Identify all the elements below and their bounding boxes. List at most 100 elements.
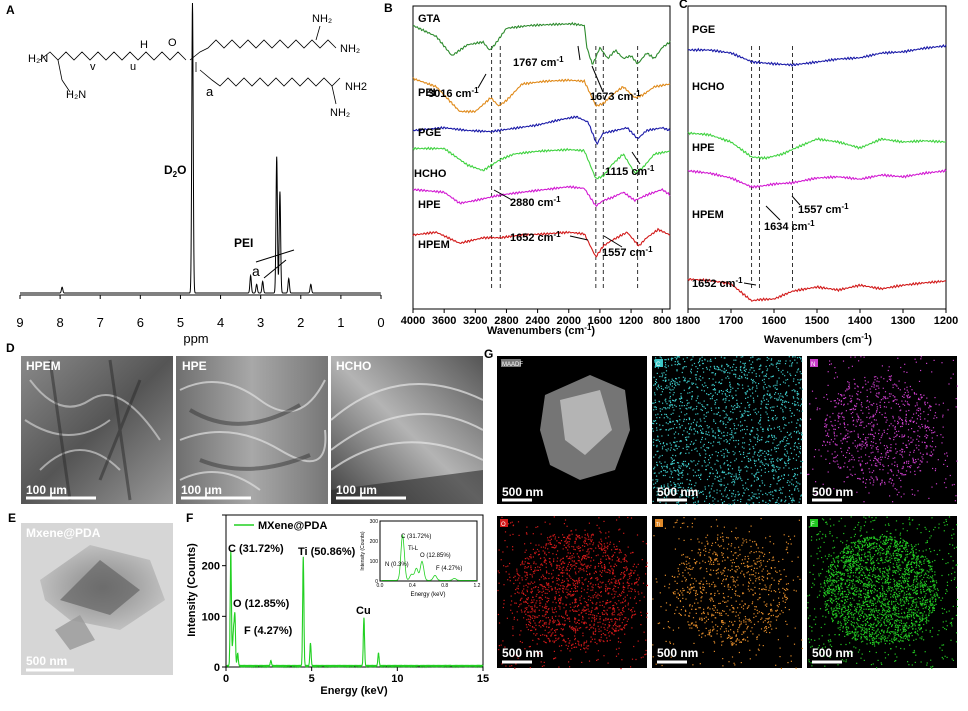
ftir-tick-label: 1400 <box>848 315 872 327</box>
sem-image-hcho: HCHO 100 µm <box>330 356 484 504</box>
structure-v: v <box>90 61 96 73</box>
ann-c-1634: 1634 cm-1 <box>764 219 815 233</box>
sem-label-hcho: HCHO <box>336 359 371 373</box>
eds-x-label: Energy (keV) <box>320 685 388 697</box>
map-tag-f: F <box>811 522 815 528</box>
map-tag-maadf: MAADF <box>502 362 523 368</box>
ann-1557: 1557 cm-1 <box>602 245 653 259</box>
eds-inset-y-label: Intensity (Counts) <box>360 531 366 571</box>
ftir-tick-label: 800 <box>653 315 671 327</box>
eds-inset-y-tick-label: 300 <box>370 519 379 525</box>
nmr-spectrum-line <box>20 2 381 294</box>
nmr-arrow-line-2 <box>263 259 287 279</box>
arrow-1557 <box>603 235 623 248</box>
ftir-c-label-hcho: HCHO <box>692 81 725 93</box>
panel-label-f: F <box>186 511 193 525</box>
nmr-tick-label: 8 <box>56 315 63 330</box>
eds-label-ti: Ti (50.86%) <box>298 546 356 558</box>
panel-a-nmr: H₂N H₂N NH₂ NH2 NH₂ NH₂ v u H O a 9 8 7 6 5 4… <box>16 2 385 346</box>
nmr-tick-label: 9 <box>16 315 23 330</box>
map-c <box>652 356 804 506</box>
arrow-c-1652 <box>743 282 757 286</box>
panel-d-sem: HPEM 100 µm HPE 100 µm HCHO 100 µm <box>21 356 484 504</box>
eds-inset-x-tick-label: 0.4 <box>409 583 416 589</box>
ftir-c-label-hpe: HPE <box>692 142 715 154</box>
ftir-tick-label: 2000 <box>557 315 581 327</box>
nmr-tick-label: 3 <box>257 315 264 330</box>
panel-label-c: C <box>679 0 688 11</box>
ftir-series-hcho <box>687 131 947 160</box>
eds-inset-label-n: N (0.3%) <box>385 562 409 568</box>
panel-label-a: A <box>6 3 15 17</box>
panel-label-d: D <box>6 341 15 355</box>
nmr-x-ticks: 9 8 7 6 5 4 3 2 1 0 <box>16 295 385 330</box>
map-scale-o: 500 nm <box>502 646 543 660</box>
ftir-b-frame <box>412 5 671 310</box>
eds-legend-label: MXene@PDA <box>258 520 327 532</box>
eds-x-tick-label: 5 <box>309 673 315 685</box>
map-tag-c: C <box>656 362 661 368</box>
ftir-tick-label: 1600 <box>588 315 612 327</box>
ftir-tick-label: 1200 <box>619 315 643 327</box>
ftir-c-dashed-lines <box>751 46 793 289</box>
map-tag-n: N <box>811 362 815 368</box>
map-scale-maadf: 500 nm <box>502 485 543 499</box>
ftir-tick-label: 1200 <box>934 315 958 327</box>
map-scale-ti: 500 nm <box>657 646 698 660</box>
eds-ticks: 0 5 10 15 0 100 200 <box>202 514 489 685</box>
nmr-arrow-line <box>255 249 295 263</box>
eds-plot <box>226 551 484 669</box>
ftir-b-series <box>412 21 671 258</box>
nmr-tick-label: 6 <box>137 315 144 330</box>
ftir-b-label-hpe: HPE <box>418 199 441 211</box>
ftir-tick-label: 1300 <box>891 315 915 327</box>
structure-u: u <box>130 61 136 73</box>
ann-1652: 1652 cm-1 <box>510 230 561 244</box>
eds-inset-x-label: Energy (keV) <box>410 592 445 598</box>
structure-nh2-b: NH2 <box>345 81 367 93</box>
tem-scale-text: 500 nm <box>26 654 67 668</box>
ftir-b-label-pge: PGE <box>418 127 441 139</box>
ftir-b-label-hcho: HCHO <box>414 168 447 180</box>
map-maadf <box>497 356 647 504</box>
structure-h: H <box>140 39 148 51</box>
sem-label-hpe: HPE <box>182 359 207 373</box>
nmr-peak-a-label: a <box>252 263 260 279</box>
ftir-tick-label: 2400 <box>525 315 549 327</box>
ftir-b-label-pei: PEI <box>418 87 436 99</box>
nmr-tick-label: 7 <box>97 315 104 330</box>
arrow-3016 <box>477 73 487 89</box>
eds-inset-line <box>381 534 477 581</box>
ftir-series-hpem <box>412 227 671 258</box>
map-tag-ti: Ti <box>656 522 660 528</box>
panel-e-tem: Mxene@PDA 500 nm <box>21 523 173 675</box>
eds-x-tick-label: 10 <box>391 673 403 685</box>
ftir-tick-label: 3200 <box>463 315 487 327</box>
ftir-b-label-gta: GTA <box>418 13 440 25</box>
arrow-c-1634 <box>765 205 781 221</box>
map-scale-f: 500 nm <box>812 646 853 660</box>
eds-spectrum-line <box>226 551 484 669</box>
sem-scale-text-hpe: 100 µm <box>181 483 222 497</box>
eds-y-tick-label: 0 <box>214 662 220 674</box>
ftir-tick-label: 1600 <box>762 315 786 327</box>
ftir-c-series <box>687 44 947 302</box>
map-tags: MAADF C N O Ti F <box>500 359 818 528</box>
structure-nh2-bot: NH₂ <box>330 107 350 119</box>
panel-f-eds: 0 5 10 15 0 100 200 Intensity (Counts) Energy … <box>186 514 489 697</box>
eds-y-tick-label: 200 <box>202 561 220 573</box>
nmr-tick-label: 0 <box>377 315 384 330</box>
structure-a-label: a <box>206 84 214 99</box>
ftir-series-gta <box>412 21 671 65</box>
nmr-plot <box>20 2 381 294</box>
chemical-structure <box>39 25 341 105</box>
eds-label-f: F (4.27%) <box>244 625 293 637</box>
ftir-c-label-hpem: HPEM <box>692 209 724 221</box>
map-scale-n: 500 nm <box>812 485 853 499</box>
ftir-series-pge <box>412 115 671 146</box>
ftir-series-pge <box>687 44 947 68</box>
eds-inset-x-tick-label: 1.2 <box>474 583 481 589</box>
map-scale-c: 500 nm <box>657 485 698 499</box>
ftir-tick-label: 2800 <box>494 315 518 327</box>
sem-scale-text-hpem: 100 µm <box>26 483 67 497</box>
